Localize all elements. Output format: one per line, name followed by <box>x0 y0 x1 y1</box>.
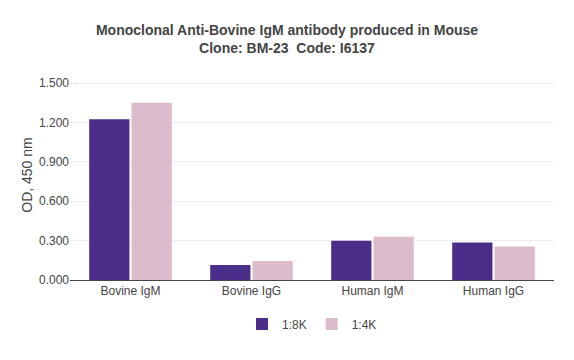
svg-text:1:4K: 1:4K <box>352 318 377 332</box>
svg-text:1.200: 1.200 <box>39 116 69 130</box>
svg-text:0.900: 0.900 <box>39 155 69 169</box>
svg-text:1:8K: 1:8K <box>282 318 307 332</box>
svg-text:Monoclonal Anti-Bovine IgM ant: Monoclonal Anti-Bovine IgM antibody prod… <box>96 22 478 56</box>
svg-text:Human IgM: Human IgM <box>341 284 403 298</box>
svg-text:0.600: 0.600 <box>39 194 69 208</box>
svg-text:0.300: 0.300 <box>39 234 69 248</box>
svg-text:OD, 450 nm: OD, 450 nm <box>19 137 35 212</box>
svg-text:Bovine IgG: Bovine IgG <box>222 284 281 298</box>
svg-text:Human IgG: Human IgG <box>463 284 524 298</box>
svg-text:1.500: 1.500 <box>39 76 69 90</box>
svg-text:Bovine IgM: Bovine IgM <box>100 284 160 298</box>
svg-text:0.000: 0.000 <box>39 273 69 287</box>
